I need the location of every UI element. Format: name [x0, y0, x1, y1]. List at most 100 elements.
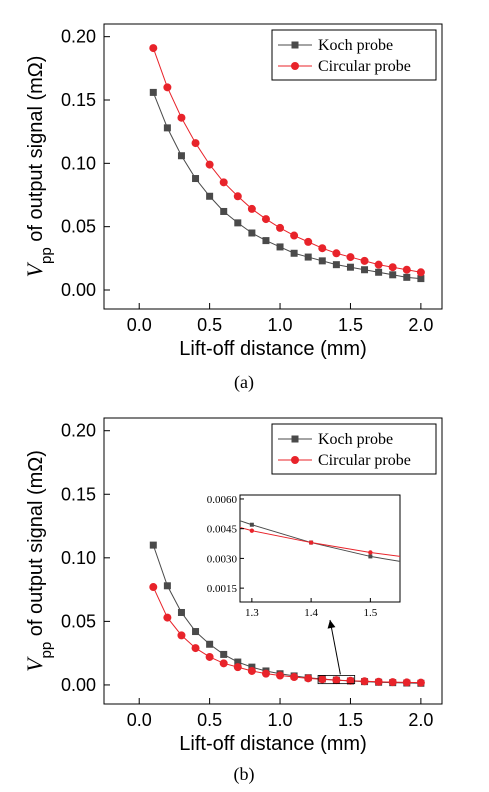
data-point — [389, 271, 397, 279]
y-tick-label: 0.10 — [61, 548, 96, 568]
data-point — [262, 237, 270, 245]
data-point — [247, 666, 256, 675]
data-point — [205, 652, 214, 661]
data-point — [403, 273, 411, 281]
legend-marker — [291, 435, 299, 443]
series-line — [152, 92, 421, 280]
data-point — [361, 266, 369, 274]
data-point — [346, 263, 354, 271]
y-tick-label: 0.20 — [61, 27, 96, 47]
x-tick-label: 1.0 — [268, 315, 293, 335]
y-tick-label: 0.10 — [61, 153, 96, 173]
inset-y-tick-label: 0.0045 — [207, 524, 238, 536]
data-point — [346, 676, 355, 685]
data-point — [220, 207, 228, 215]
data-point — [177, 631, 186, 640]
data-point — [149, 88, 157, 96]
chart-panel-a: 0.0 0.5 1.0 1.5 2.0 0.00 0.05 0.10 0.15 0.20 Lift-… — [22, 23, 443, 360]
data-point — [417, 275, 425, 283]
data-point — [276, 671, 285, 680]
x-axis-label: Lift-off distance (mm) — [179, 733, 366, 755]
data-point — [177, 152, 185, 160]
legend-label: Koch probe — [318, 431, 393, 448]
data-point — [192, 175, 200, 183]
data-point — [248, 229, 256, 237]
data-point — [261, 669, 270, 678]
y-tick-label: 0.15 — [61, 484, 96, 504]
data-point — [233, 192, 242, 201]
x-tick-label: 1.0 — [268, 710, 293, 730]
legend — [271, 29, 437, 81]
data-point — [177, 113, 186, 122]
legend-label: Circular probe — [318, 58, 411, 75]
data-point — [388, 678, 397, 687]
data-point — [332, 249, 341, 258]
data-point — [290, 249, 298, 257]
caption-b: (b) — [234, 764, 255, 785]
data-point — [290, 231, 299, 240]
zoom-box — [317, 675, 356, 685]
data-point — [318, 244, 327, 253]
data-point — [192, 628, 200, 636]
data-point — [234, 219, 242, 227]
x-tick-label: 0.5 — [197, 710, 222, 730]
y-tick-label: 0.05 — [61, 611, 96, 631]
inset-data-point — [249, 528, 255, 533]
x-tick-label: 0.5 — [197, 315, 222, 335]
data-point — [220, 650, 228, 658]
x-tick-label: 0.0 — [127, 710, 152, 730]
legend-marker — [291, 456, 299, 464]
x-tick-label: 1.5 — [338, 315, 363, 335]
data-point — [360, 256, 369, 265]
zoom-arrow-line — [329, 619, 341, 675]
x-tick-label: 1.5 — [338, 710, 363, 730]
data-point — [206, 192, 214, 200]
data-point — [234, 658, 242, 666]
y-tick-label: 0.00 — [61, 675, 96, 695]
data-point — [402, 265, 411, 274]
x-tick-label: 2.0 — [408, 315, 433, 335]
caption-a: (a) — [234, 372, 254, 393]
data-point — [247, 204, 256, 213]
data-point — [163, 83, 172, 92]
inset-y-tick-label: 0.0060 — [207, 494, 238, 506]
data-point — [261, 215, 270, 224]
data-point — [163, 124, 171, 132]
data-point — [375, 268, 383, 276]
plot-frame — [103, 23, 443, 310]
inset-data-point — [249, 522, 254, 527]
y-tick-label: 0.15 — [61, 90, 96, 110]
inset-data-point — [308, 540, 314, 545]
data-point — [206, 640, 214, 648]
x-tick-label: 2.0 — [408, 710, 433, 730]
y-axis-label: Vpp of output signal (mΩ) — [22, 56, 55, 278]
series-line — [152, 47, 421, 273]
chart-panel-b: 0.0 0.5 1.0 1.5 2.0 0.00 0.05 0.10 0.15 0.20 Lift-… — [22, 417, 443, 755]
inset-y-tick-label: 0.0030 — [207, 553, 238, 565]
data-point — [374, 677, 383, 686]
data-point — [304, 674, 313, 683]
data-point — [205, 160, 214, 169]
inset-y-tick-label: 0.0015 — [207, 583, 238, 595]
data-point — [290, 673, 299, 682]
y-axis-label: Vpp of output signal (mΩ) — [22, 450, 55, 672]
data-point — [388, 263, 397, 272]
data-point — [332, 261, 340, 269]
inset-frame — [239, 494, 401, 603]
legend-label: Circular probe — [318, 452, 411, 469]
data-point — [163, 582, 171, 590]
inset-x-tick-label: 1.4 — [304, 607, 318, 619]
y-tick-label: 0.20 — [61, 421, 96, 441]
y-tick-label: 0.00 — [61, 280, 96, 300]
zoom-arrow-head — [327, 620, 336, 629]
data-point — [318, 675, 327, 684]
data-point — [219, 659, 228, 668]
legend — [271, 423, 437, 475]
data-point — [219, 178, 228, 187]
data-point — [360, 677, 369, 686]
inset-x-tick-label: 1.3 — [245, 607, 259, 619]
x-tick-label: 0.0 — [127, 315, 152, 335]
data-point — [318, 257, 326, 265]
legend-marker — [291, 62, 299, 70]
